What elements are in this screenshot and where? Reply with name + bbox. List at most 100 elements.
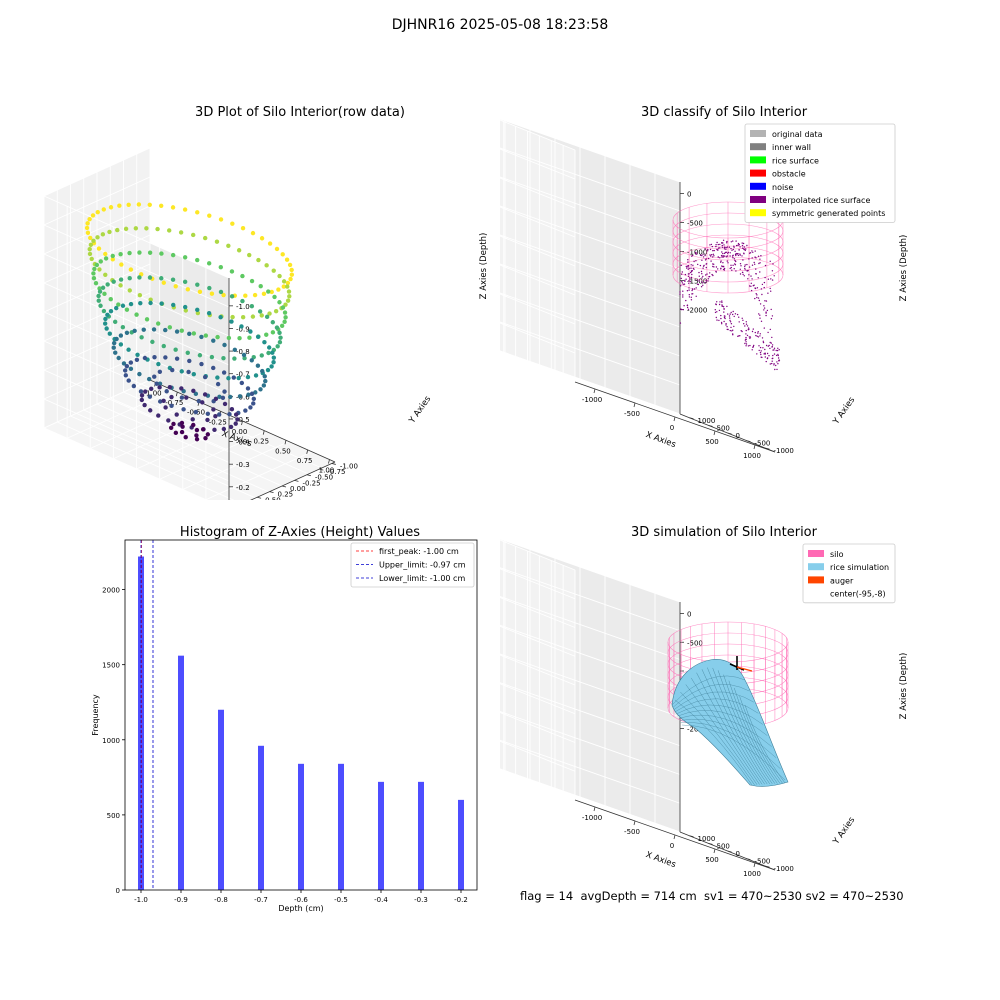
data-point bbox=[100, 232, 106, 237]
data-point bbox=[712, 256, 714, 258]
data-point bbox=[751, 349, 753, 351]
data-point bbox=[696, 279, 699, 281]
y-tick-label: -0.50 bbox=[315, 474, 333, 482]
y-tick bbox=[746, 858, 751, 860]
data-point bbox=[96, 246, 102, 251]
data-point bbox=[687, 308, 690, 310]
y-tick-label: -1.00 bbox=[340, 462, 358, 470]
data-point bbox=[775, 364, 777, 367]
data-point bbox=[683, 305, 685, 307]
data-point bbox=[742, 259, 744, 261]
mesh-line bbox=[672, 684, 750, 708]
legend-swatch bbox=[750, 143, 766, 151]
mesh-line bbox=[674, 691, 755, 710]
data-point bbox=[730, 266, 732, 269]
data-point bbox=[729, 329, 731, 332]
x-tick bbox=[241, 420, 243, 426]
data-point bbox=[685, 265, 687, 268]
data-point bbox=[744, 269, 746, 271]
data-point bbox=[180, 424, 185, 429]
data-point bbox=[246, 392, 251, 397]
data-point bbox=[137, 250, 142, 255]
data-point bbox=[715, 270, 717, 273]
data-point bbox=[191, 371, 196, 377]
data-point bbox=[725, 324, 727, 326]
data-point bbox=[744, 342, 746, 345]
data-point bbox=[264, 314, 270, 320]
data-point bbox=[702, 282, 704, 284]
gridline bbox=[500, 538, 681, 603]
legend-swatch bbox=[750, 156, 766, 164]
data-point bbox=[713, 266, 715, 268]
data-point bbox=[755, 334, 757, 337]
data-point bbox=[727, 328, 729, 331]
data-point bbox=[179, 386, 184, 391]
data-point bbox=[729, 255, 731, 257]
data-point bbox=[194, 433, 199, 438]
axes-3d: -1000-50005001000-1000-500050010000-500-… bbox=[500, 118, 794, 460]
data-point bbox=[152, 354, 157, 360]
data-point bbox=[741, 255, 743, 257]
data-point bbox=[715, 316, 717, 319]
data-point bbox=[193, 391, 199, 397]
data-point bbox=[733, 245, 735, 247]
data-point bbox=[124, 363, 130, 369]
data-point bbox=[680, 308, 683, 311]
data-point bbox=[710, 255, 712, 257]
legend-label: noise bbox=[772, 183, 793, 192]
x-tick bbox=[328, 459, 330, 464]
data-point bbox=[709, 272, 711, 274]
data-point bbox=[754, 331, 756, 334]
gridline bbox=[57, 421, 235, 500]
data-point bbox=[258, 284, 263, 289]
data-point bbox=[281, 279, 287, 284]
data-point bbox=[261, 291, 267, 297]
data-point bbox=[769, 363, 771, 365]
x-tick bbox=[284, 440, 287, 445]
data-point bbox=[257, 309, 263, 314]
gridline bbox=[500, 205, 681, 270]
data-point bbox=[721, 251, 723, 253]
data-point bbox=[98, 259, 103, 264]
data-point bbox=[715, 244, 717, 246]
gridline bbox=[96, 403, 283, 487]
data-point bbox=[717, 249, 719, 251]
data-point bbox=[765, 360, 767, 363]
z-tick-label: -0.8 bbox=[236, 348, 250, 356]
data-point bbox=[222, 401, 228, 407]
data-point bbox=[142, 355, 148, 361]
data-point bbox=[235, 417, 240, 422]
data-point bbox=[693, 260, 695, 263]
x-tick-label: 500 bbox=[705, 856, 718, 864]
data-point bbox=[769, 328, 771, 331]
y-tick-label: -500 bbox=[755, 440, 771, 448]
data-point bbox=[759, 346, 762, 349]
figure-title: DJHNR16 2025-05-08 18:23:58 bbox=[391, 17, 609, 33]
data-point bbox=[682, 296, 684, 298]
data-point bbox=[168, 425, 174, 430]
data-point bbox=[742, 242, 745, 245]
z-tick-label: 0 bbox=[687, 611, 691, 619]
data-point bbox=[215, 375, 220, 380]
gridline bbox=[159, 430, 266, 480]
data-point bbox=[760, 350, 762, 352]
data-point bbox=[687, 268, 689, 270]
data-point bbox=[732, 313, 734, 316]
bar bbox=[258, 745, 264, 890]
y-axis-label: Y Axies bbox=[831, 815, 858, 847]
data-point bbox=[217, 394, 222, 399]
bar bbox=[138, 556, 144, 890]
data-point bbox=[84, 225, 90, 231]
data-point bbox=[95, 209, 100, 215]
data-point bbox=[688, 273, 690, 275]
data-point bbox=[199, 361, 204, 367]
data-point bbox=[245, 374, 251, 380]
legend-swatch bbox=[750, 209, 766, 217]
x-tick-label: 1000 bbox=[743, 452, 761, 460]
mesh-line bbox=[733, 687, 781, 784]
data-point bbox=[689, 279, 691, 281]
data-point bbox=[126, 202, 131, 207]
y-tick-label: 1500 bbox=[102, 662, 120, 670]
data-point bbox=[179, 395, 185, 400]
y-tick-label: 500 bbox=[107, 812, 120, 820]
